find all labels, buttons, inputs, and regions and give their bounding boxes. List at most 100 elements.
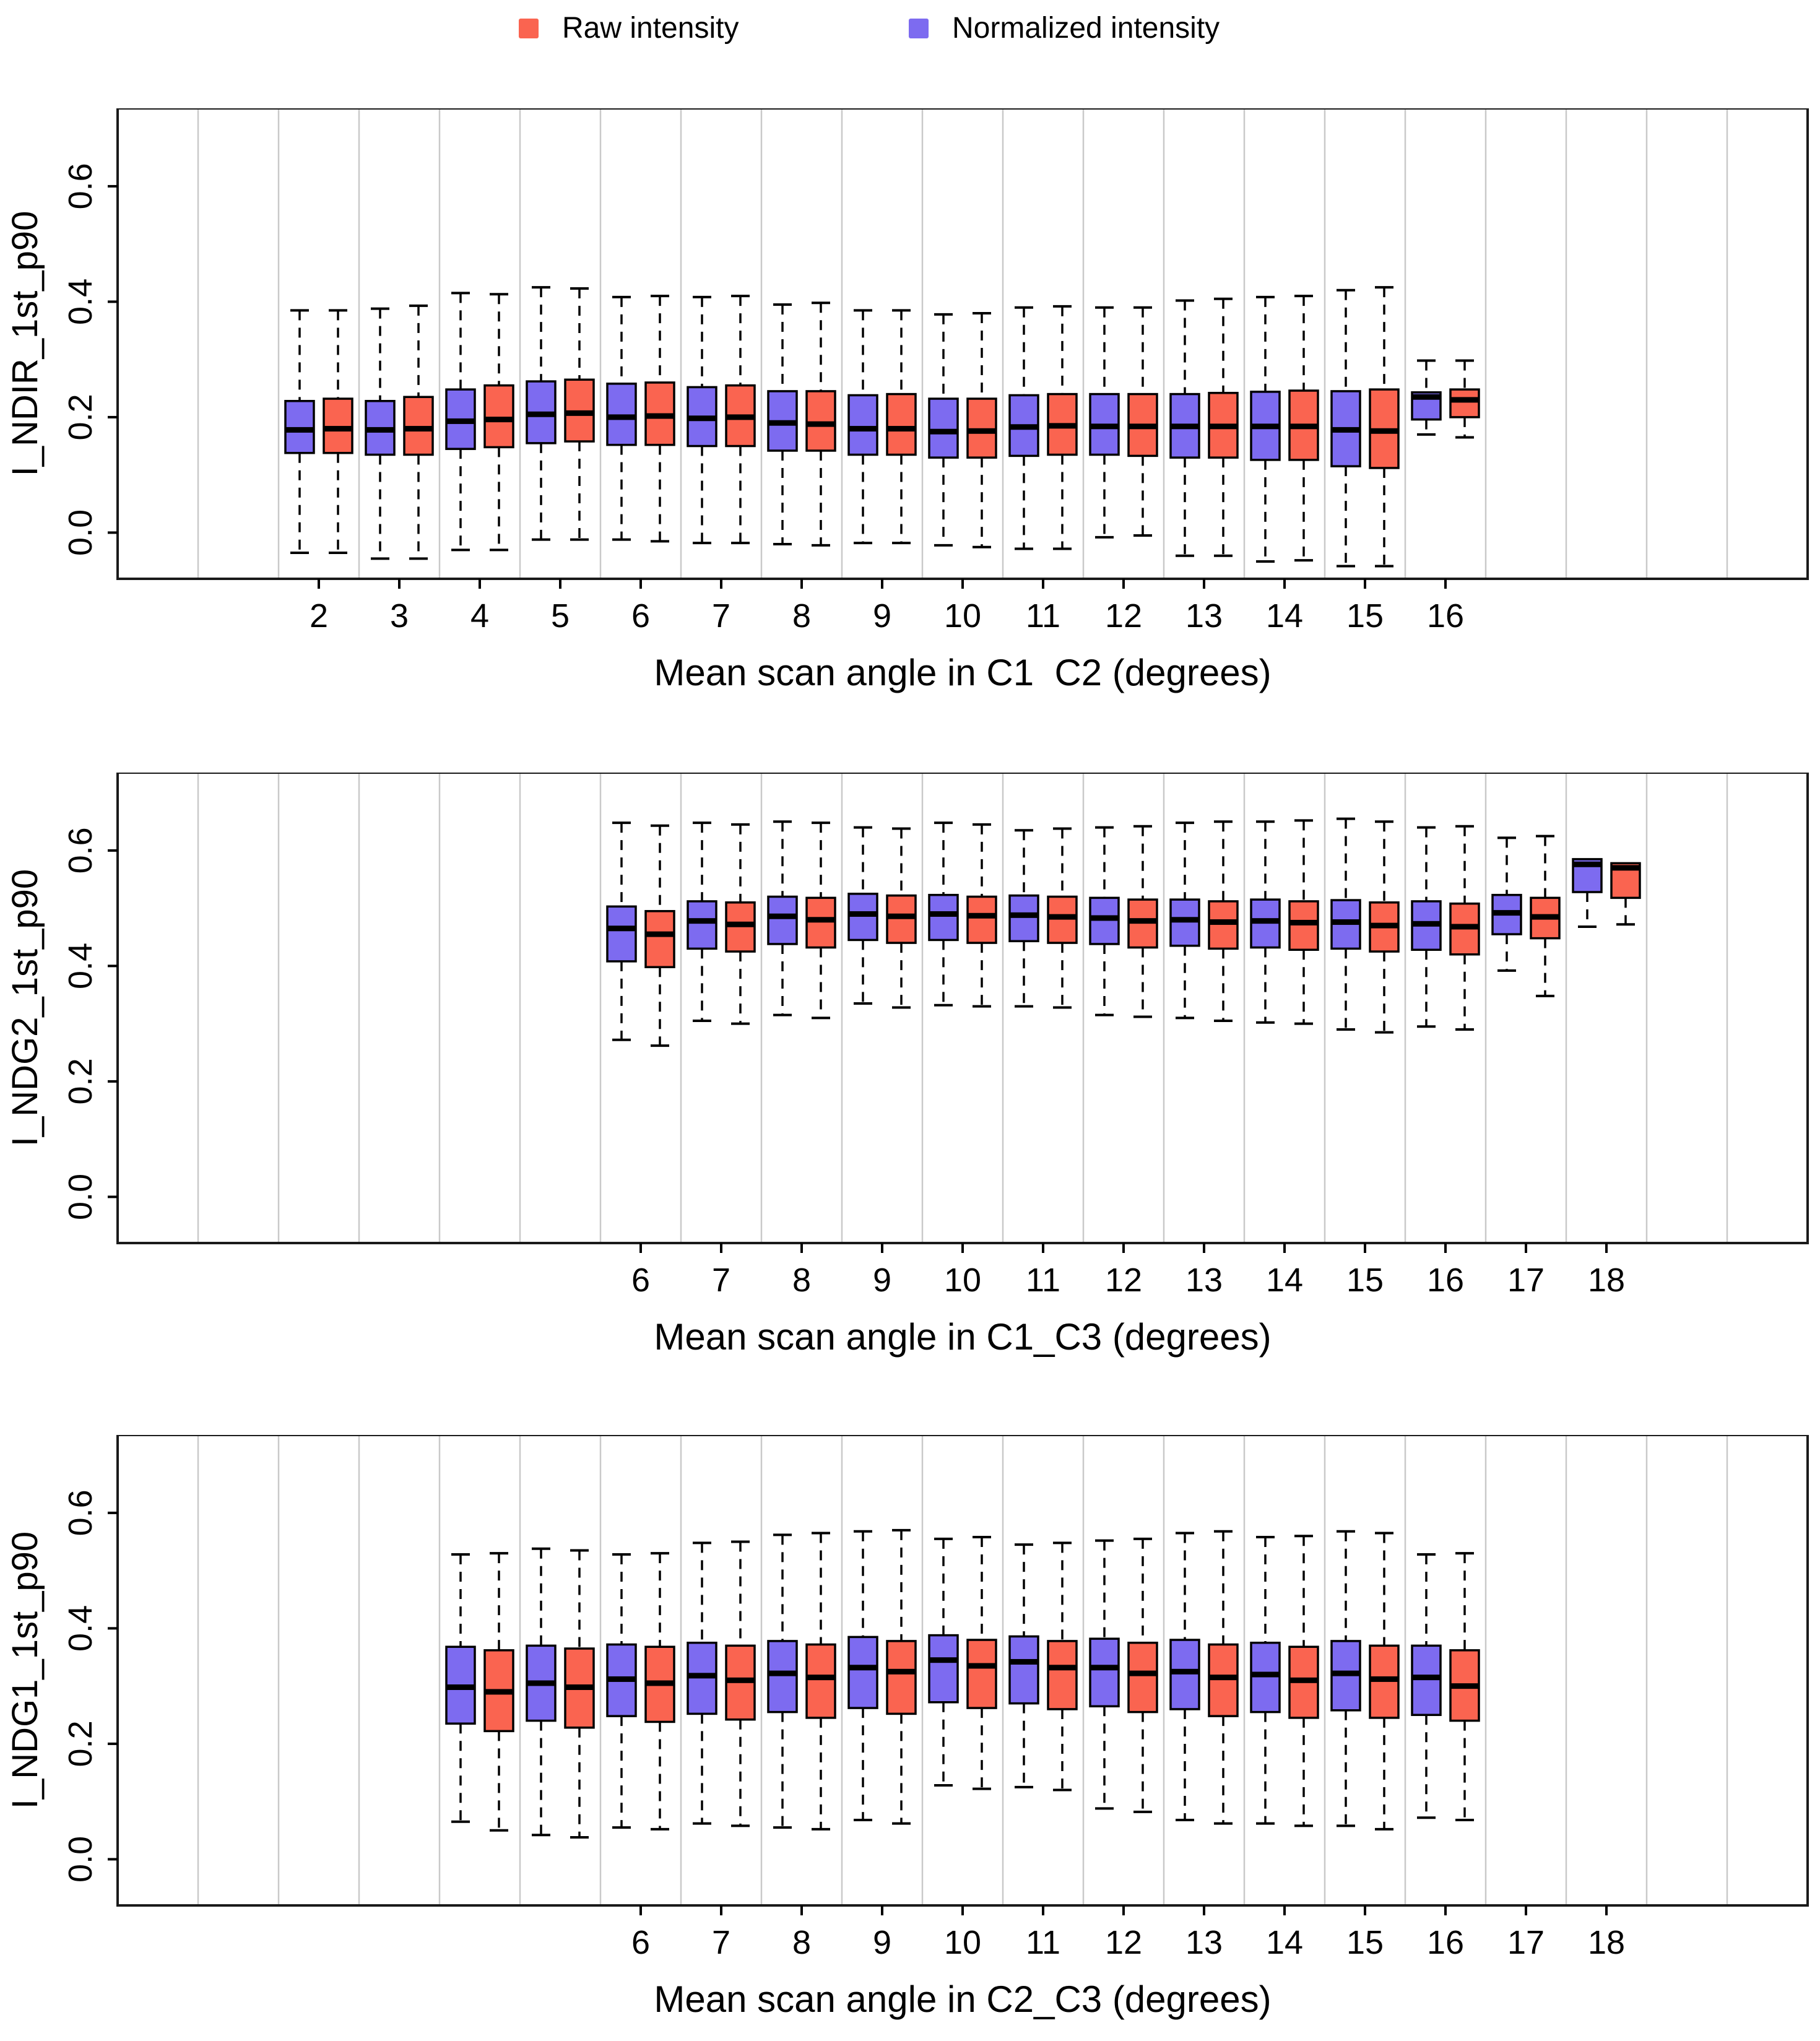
x-tick-label: 13 (1185, 1262, 1223, 1299)
x-tick-label: 16 (1427, 1262, 1464, 1299)
box-normalized (767, 895, 798, 945)
box-raw (886, 894, 917, 944)
panel-i-ndg1-1st-p90: 0.0 0.2 0.4 0.6 6 7 8 9 10 11 12 13 14 15 16 17 18 Mean s… (0, 1435, 1820, 2023)
median-line (607, 925, 636, 932)
median-line (1209, 423, 1237, 430)
median-line (527, 1680, 555, 1686)
x-tick-label: 12 (1105, 1924, 1142, 1961)
box-raw (886, 1640, 917, 1715)
box-raw (1208, 1643, 1239, 1717)
median-line (1171, 917, 1199, 923)
legend: Raw intensity Normalized intensity (0, 0, 1820, 50)
y-tick-label: 0.0 (62, 509, 99, 556)
median-line (1370, 1676, 1398, 1682)
x-tick-label: 12 (1105, 1262, 1142, 1299)
median-line (1251, 918, 1280, 924)
box-raw (966, 895, 997, 944)
box-raw (1047, 895, 1078, 944)
median-line (1010, 424, 1038, 430)
x-tick-label: 7 (712, 597, 730, 635)
median-line (1129, 1670, 1157, 1676)
median-line (607, 1676, 636, 1682)
median-line (646, 931, 674, 937)
plot-frame (116, 773, 1809, 1244)
median-line (1048, 914, 1077, 920)
median-line (968, 912, 996, 919)
box-normalized (928, 893, 959, 942)
y-tick-label: 0.0 (62, 1174, 99, 1220)
median-line (1531, 914, 1559, 920)
x-tick-label: 10 (944, 1262, 981, 1299)
median-line (887, 426, 916, 432)
plot-frame (116, 108, 1809, 580)
box-raw (805, 390, 836, 452)
median-line (1251, 423, 1280, 430)
y-tick-label: 0.4 (62, 279, 99, 325)
median-line (1332, 427, 1360, 433)
box-raw (403, 396, 434, 456)
median-line (1450, 397, 1479, 403)
panel-i-ndir-1st-p90: 0.0 0.2 0.4 0.6 2 3 4 5 6 7 8 9 10 11 12 13 14 15 16 Mean s… (0, 108, 1820, 696)
median-line (1129, 423, 1157, 430)
median-line (1251, 1671, 1280, 1678)
y-tick-label: 0.4 (62, 1605, 99, 1652)
median-line (1332, 1670, 1360, 1676)
median-line (807, 917, 835, 923)
box-raw (805, 1643, 836, 1719)
y-tick-label: 0.6 (62, 1489, 99, 1536)
boxplot-svg: 0.0 0.2 0.4 0.6 6 7 8 9 10 11 12 13 14 15 16 17 18 Mean s… (5, 1435, 1809, 2020)
median-line (1209, 1675, 1237, 1681)
box-normalized (767, 1640, 798, 1714)
box-normalized (606, 905, 637, 963)
x-tick-label: 17 (1507, 1924, 1545, 1961)
box-normalized (928, 397, 959, 459)
legend-label-normalized: Normalized intensity (952, 12, 1220, 45)
median-line (565, 410, 594, 416)
x-tick-label: 8 (792, 597, 811, 635)
box-normalized (847, 893, 878, 942)
y-tick-label: 0.6 (62, 827, 99, 873)
box-normalized (847, 394, 878, 456)
x-tick-label: 9 (873, 1924, 891, 1961)
median-line (1412, 1675, 1441, 1681)
median-line (768, 420, 797, 426)
median-line (285, 427, 314, 433)
x-axis-title: Mean scan angle in C1 C2 (degrees) (654, 652, 1271, 693)
y-tick-label: 0.2 (62, 1058, 99, 1104)
median-line (1611, 865, 1640, 871)
x-tick-label: 13 (1185, 1924, 1223, 1961)
x-tick-label: 16 (1427, 1924, 1464, 1961)
box-normalized (928, 1634, 959, 1704)
x-tick-label: 6 (631, 1262, 650, 1299)
median-line (366, 427, 394, 433)
median-line (324, 426, 352, 432)
x-tick-label: 8 (792, 1924, 811, 1961)
box-normalized (1008, 894, 1039, 943)
box-normalized (1169, 1639, 1200, 1710)
box-raw (1208, 900, 1239, 950)
x-tick-label: 2 (310, 597, 328, 635)
legend-swatch-raw-icon (519, 18, 539, 38)
median-line (646, 413, 674, 419)
median-line (726, 414, 755, 420)
x-tick-label: 18 (1588, 1262, 1625, 1299)
x-tick-label: 17 (1507, 1262, 1545, 1299)
y-axis-title: I_NDG1_1st_p90 (5, 1532, 45, 1809)
box-normalized (284, 400, 315, 454)
x-tick-label: 7 (712, 1924, 730, 1961)
x-tick-label: 11 (1026, 597, 1060, 635)
box-raw (1449, 388, 1480, 418)
box-raw (1288, 900, 1319, 951)
median-line (1412, 921, 1441, 927)
y-tick-label: 0.4 (62, 943, 99, 989)
median-line (849, 426, 877, 432)
box-raw (886, 392, 917, 456)
box-normalized (1169, 898, 1200, 947)
box-raw (805, 896, 836, 949)
median-line (1090, 1665, 1119, 1671)
median-line (1010, 912, 1038, 918)
median-line (807, 1675, 835, 1681)
median-line (968, 1663, 996, 1669)
median-line (527, 411, 555, 417)
